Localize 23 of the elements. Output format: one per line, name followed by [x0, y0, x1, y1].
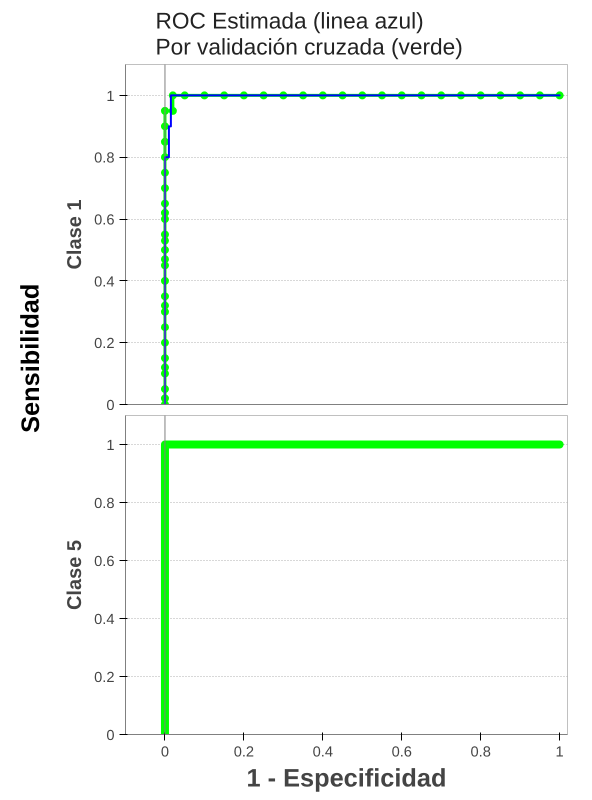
y-tick-label: 0.4: [94, 612, 114, 628]
x-tick-label: 0.4: [312, 744, 334, 760]
y-tick-label: 0.2: [94, 670, 114, 686]
text: Sensibilidad: [16, 284, 45, 433]
y-tick-label: 1: [106, 88, 115, 105]
y-axis-title: Clase 1: [64, 199, 86, 270]
x-tick-label: 0.6: [392, 744, 412, 760]
x-tick-label: 1: [556, 744, 564, 760]
y-tick-label: 0.2: [94, 336, 114, 352]
chart-title: ROC Estimada (linea azul) Por validación cruzada (verde): [156, 8, 463, 60]
y-axis-title: Clase 5: [64, 540, 86, 610]
x-axis-title: 1 - Especificidad: [246, 764, 446, 792]
y-tick-label: 0: [106, 728, 115, 744]
y-tick-label: 0.6: [94, 554, 114, 570]
y-tick-label: 1: [106, 438, 115, 454]
y-tick-label: 0.6: [94, 212, 114, 229]
x-tick-label: 0.2: [234, 744, 254, 760]
y-tick-label: 0.4: [94, 274, 114, 290]
x-tick-label: 0: [160, 744, 170, 760]
y-tick-label: 0.8: [94, 496, 114, 512]
y-tick-label: 0: [106, 398, 115, 414]
x-tick-label: 0.8: [470, 744, 491, 760]
y-tick-label: 0.8: [94, 150, 114, 167]
